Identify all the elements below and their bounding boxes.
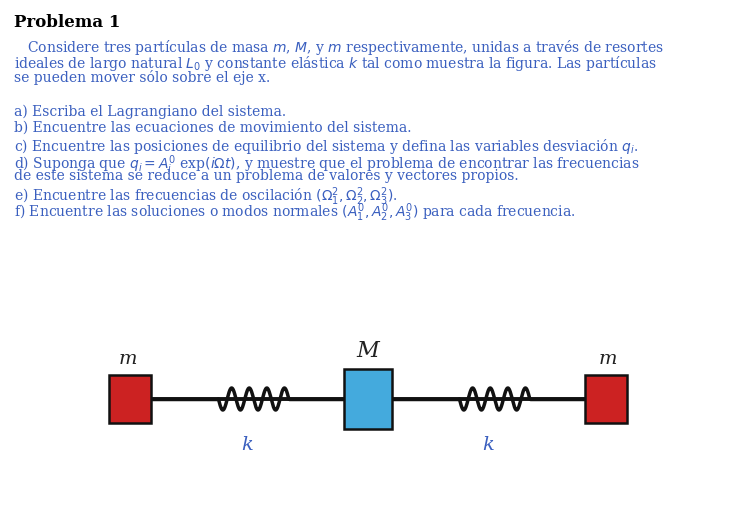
- Text: Problema 1: Problema 1: [14, 14, 121, 31]
- Text: m: m: [599, 349, 618, 367]
- Text: a) Escriba el Lagrangiano del sistema.: a) Escriba el Lagrangiano del sistema.: [14, 105, 286, 119]
- Text: d) Suponga que $q_i = A_i^0$ exp$(i\Omega t)$, y muestre que el problema de enco: d) Suponga que $q_i = A_i^0$ exp$(i\Omeg…: [14, 153, 640, 175]
- Text: k: k: [483, 435, 495, 453]
- Text: M: M: [357, 339, 379, 361]
- Text: e) Encuentre las frecuencias de oscilación $(\Omega_1^2, \Omega_2^2, \Omega_3^2): e) Encuentre las frecuencias de oscilaci…: [14, 185, 397, 207]
- Text: Considere tres partículas de masa $m$, $M$, y $m$ respectivamente, unidas a trav: Considere tres partículas de masa $m$, $…: [14, 38, 664, 57]
- Text: c) Encuentre las posiciones de equilibrio del sistema y defina las variables des: c) Encuentre las posiciones de equilibri…: [14, 137, 638, 156]
- Text: k: k: [241, 435, 253, 453]
- Bar: [585, 375, 627, 423]
- Bar: [344, 369, 392, 429]
- Text: ideales de largo natural $L_0$ y constante elástica $k$ tal como muestra la figu: ideales de largo natural $L_0$ y constan…: [14, 54, 657, 73]
- Text: de este sistema se reduce a un problema de valores y vectores propios.: de este sistema se reduce a un problema …: [14, 169, 519, 183]
- Text: se pueden mover sólo sobre el eje x.: se pueden mover sólo sobre el eje x.: [14, 70, 270, 85]
- Bar: [109, 375, 151, 423]
- Text: f) Encuentre las soluciones o modos normales $(A_1^0, A_2^0, A_3^0)$ para cada f: f) Encuentre las soluciones o modos norm…: [14, 200, 576, 223]
- Text: m: m: [118, 349, 137, 367]
- Text: b) Encuentre las ecuaciones de movimiento del sistema.: b) Encuentre las ecuaciones de movimient…: [14, 121, 411, 135]
